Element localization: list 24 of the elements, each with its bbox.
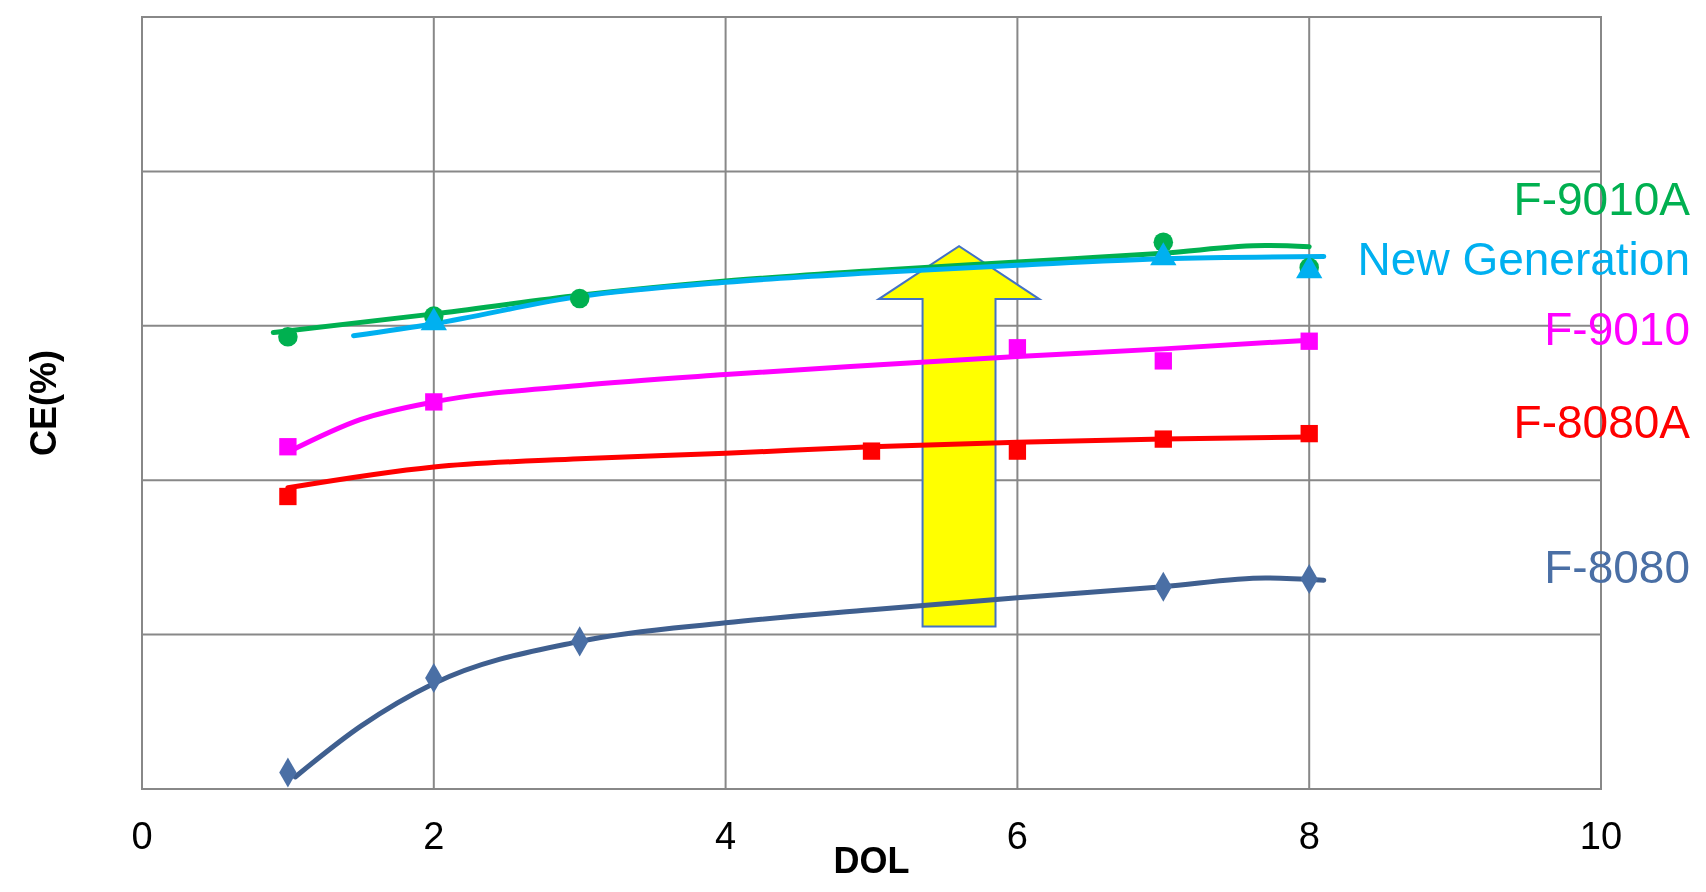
point — [425, 393, 443, 411]
text: F-9010A — [1513, 172, 1691, 225]
x-tick-label: 6 — [1006, 815, 1028, 857]
point — [862, 442, 881, 460]
x-tick-label: 4 — [715, 815, 737, 857]
text: F-8080A — [1513, 395, 1691, 448]
point — [1154, 430, 1172, 448]
point — [278, 327, 298, 347]
x-tick-label: 10 — [1579, 815, 1623, 857]
point — [569, 288, 590, 309]
point — [1008, 442, 1027, 460]
x-tick-label: 8 — [1298, 815, 1320, 857]
y-axis-title: CE(%) — [23, 350, 64, 456]
x-tick-label: 0 — [131, 815, 153, 857]
point — [279, 487, 297, 506]
point — [1008, 339, 1027, 357]
x-axis-title: DOL — [833, 840, 910, 881]
point — [1300, 332, 1318, 350]
point — [279, 438, 297, 456]
point — [1300, 424, 1318, 443]
text: F-9010 — [1544, 303, 1690, 356]
x-tick-label: 2 — [423, 815, 445, 857]
point — [1154, 352, 1172, 370]
series-label: New Generation — [1357, 232, 1690, 285]
